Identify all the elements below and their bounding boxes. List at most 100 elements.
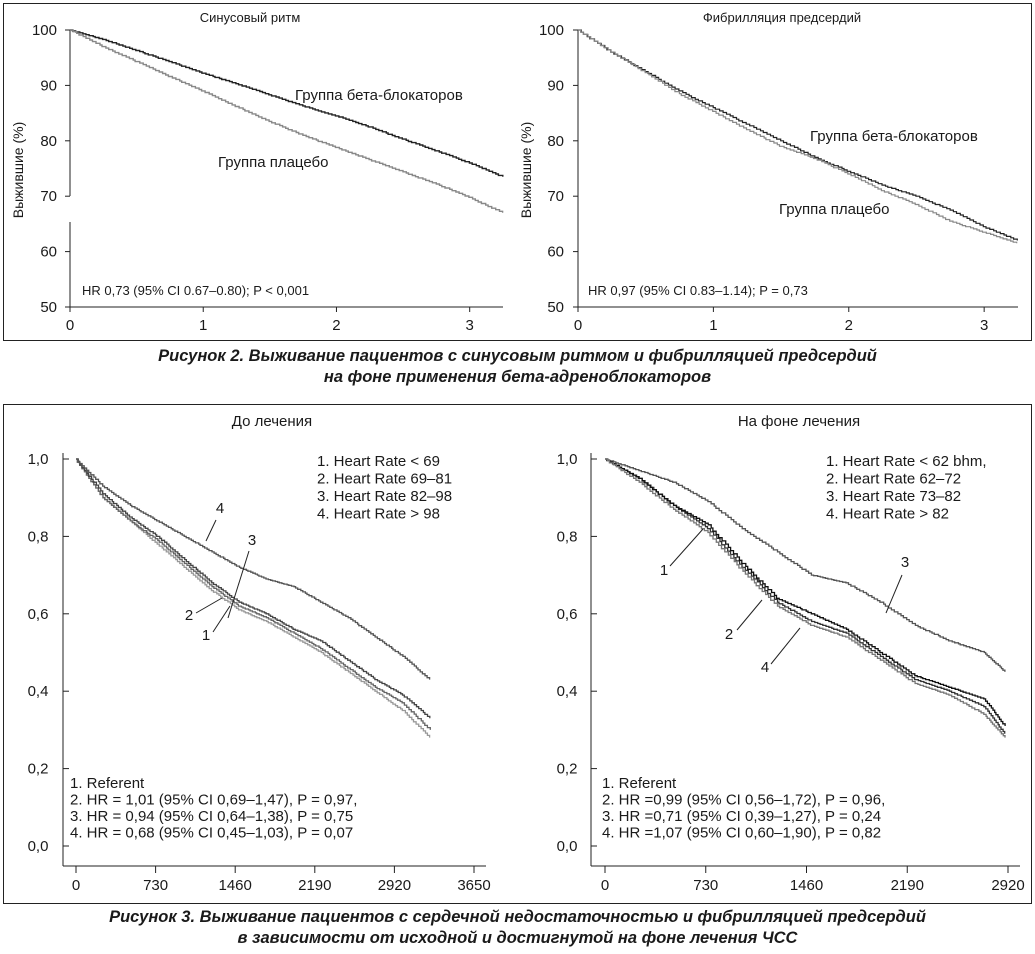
fig2-sinus-y-tick-label: 100 <box>32 22 57 39</box>
fig2-sinus-y-tick-label: 50 <box>40 299 57 316</box>
fig3-during-y-tick-label: 1,0 <box>557 451 578 468</box>
figure-3-frame <box>3 404 1032 904</box>
fig3-before-stat-line: 4. HR = 0,68 (95% CI 0,45–1,03), P = 0,0… <box>70 825 353 842</box>
fig3-before-y-tick-label: 0,2 <box>28 761 49 778</box>
fig2-af-chart: Фибрилляция предсердий 50 60 70 80 90 100 0 1 2 3 В… <box>518 10 1018 334</box>
fig2-af-series-1-line <box>578 29 1018 241</box>
fig3-during-series-number-label: 4 <box>761 659 769 676</box>
fig3-before-series-number-label: 4 <box>216 500 224 517</box>
fig3-during-x-tick-label: 1460 <box>790 877 823 894</box>
fig3-during-series-number-label: 1 <box>660 562 668 579</box>
fig3-during-pointer-line <box>885 574 903 614</box>
fig3-before-legend-item: 1. Heart Rate < 69 <box>317 453 440 470</box>
fig2-sinus-series-label: Группа бета-блокаторов <box>295 87 463 104</box>
fig3-before-x-tick-label: 2920 <box>378 877 411 894</box>
fig2-sinus-annotation: HR 0,73 (95% CI 0.67–0.80); P < 0,001 <box>82 283 309 298</box>
fig3-during-stat-line: 4. HR =1,07 (95% CI 0,60–1,90), P = 0,82 <box>602 825 881 842</box>
figure-3-caption-line-1: Рисунок 3. Выживание пациентов с сердечн… <box>109 908 926 926</box>
fig3-before-pointer-line <box>212 605 231 633</box>
fig3-during-chart: На фоне лечения 0,0 0,2 0,4 0,6 0,8 1,0 0 730 146… <box>557 413 1025 894</box>
fig2-sinus-x-tick-label: 2 <box>332 317 340 334</box>
fig2-sinus-y-tick-label: 70 <box>40 188 57 205</box>
fig3-before-y-tick-label: 0,6 <box>28 606 49 623</box>
fig3-during-legend-item: 2. Heart Rate 62–72 <box>826 471 961 488</box>
fig3-before-y-tick-label: 0,8 <box>28 528 49 545</box>
fig2-af-annotation: HR 0,97 (95% CI 0.83–1.14); P = 0,73 <box>588 283 808 298</box>
fig3-during-y-tick-label: 0,2 <box>557 761 578 778</box>
fig2-sinus-series-2-line <box>70 29 504 213</box>
fig2-sinus-y-tick-label: 60 <box>40 244 57 261</box>
fig3-before-y-tick-label: 0,0 <box>28 838 49 855</box>
fig2-af-y-axis-label: Выжившие (%) <box>518 122 534 219</box>
fig3-before-series-number-label: 2 <box>185 607 193 624</box>
fig3-during-y-tick-label: 0,0 <box>557 838 578 855</box>
fig3-before-title: До лечения <box>232 413 312 430</box>
fig3-before-series-1-line <box>76 458 431 738</box>
fig3-before-legend-item: 4. Heart Rate > 98 <box>317 506 440 523</box>
fig3-during-series-4-line <box>605 458 1006 738</box>
fig3-during-pointer-line <box>669 528 704 567</box>
fig3-before-pointer-line <box>195 597 223 614</box>
figure-2-caption-line-1: Рисунок 2. Выживание пациентов с синусов… <box>158 347 877 365</box>
fig3-during-x-tick-label: 0 <box>601 877 609 894</box>
fig3-during-legend-item: 3. Heart Rate 73–82 <box>826 488 961 505</box>
fig2-sinus-title: Синусовый ритм <box>200 10 301 25</box>
fig3-during-stat-line: 3. HR =0,71 (95% CI 0,39–1,27), P = 0,24 <box>602 808 881 825</box>
fig3-before-series-number-label: 1 <box>202 627 210 644</box>
fig3-before-stat-line: 3. HR = 0,94 (95% CI 0,64–1,38), P = 0,7… <box>70 808 353 825</box>
fig2-af-y-tick-label: 50 <box>547 299 564 316</box>
fig3-before-pointer-line <box>205 519 217 542</box>
fig3-during-series-3-line <box>605 458 1006 672</box>
fig2-sinus-x-tick-label: 0 <box>66 317 74 334</box>
fig3-during-stat-line: 1. Referent <box>602 775 677 792</box>
fig2-af-series-label: Группа плацебо <box>779 201 889 218</box>
fig3-before-x-tick-label: 0 <box>72 877 80 894</box>
fig2-af-y-tick-label: 60 <box>547 244 564 261</box>
fig3-during-y-tick-label: 0,8 <box>557 528 578 545</box>
fig3-during-legend-item: 4. Heart Rate > 82 <box>826 506 949 523</box>
figure-2-caption: Рисунок 2. Выживание пациентов с синусов… <box>0 346 1035 388</box>
figure-2-caption-line-2: на фоне применения бета-адреноблокаторов <box>323 368 712 386</box>
fig3-before-series-number-label: 3 <box>248 532 256 549</box>
fig3-before-stat-line: 2. HR = 1,01 (95% CI 0,69–1,47), P = 0,9… <box>70 792 357 809</box>
fig3-during-series-number-label: 2 <box>725 626 733 643</box>
fig3-before-stat-line: 1. Referent <box>70 775 145 792</box>
fig3-before-legend-item: 3. Heart Rate 82–98 <box>317 488 452 505</box>
fig3-during-x-tick-label: 2190 <box>891 877 924 894</box>
fig3-during-x-tick-label: 730 <box>693 877 718 894</box>
fig3-during-series-number-label: 3 <box>901 554 909 571</box>
fig2-sinus-y-axis-label: Выжившие (%) <box>10 122 26 219</box>
fig2-af-y-tick-label: 90 <box>547 77 564 94</box>
fig2-af-x-tick-label: 2 <box>845 317 853 334</box>
fig3-during-legend-item: 1. Heart Rate < 62 bhm, <box>826 453 987 470</box>
fig2-af-series-label: Группа бета-блокаторов <box>810 128 978 145</box>
fig2-sinus-x-tick-label: 1 <box>199 317 207 334</box>
fig2-af-series-2-line <box>578 29 1018 244</box>
fig3-before-series-3-line <box>76 458 431 719</box>
fig3-during-y-tick-label: 0,6 <box>557 606 578 623</box>
fig3-during-y-tick-label: 0,4 <box>557 683 578 700</box>
fig2-af-y-tick-label: 80 <box>547 133 564 150</box>
figure-3-caption-line-2: в зависимости от исходной и достигнутой … <box>237 929 798 947</box>
fig3-before-y-tick-label: 0,4 <box>28 683 49 700</box>
fig2-af-x-tick-label: 3 <box>980 317 988 334</box>
fig2-sinus-chart: Синусовый ритм 50 60 70 80 90 100 0 1 2 3 Выжившие … <box>10 10 504 334</box>
fig3-during-pointer-line <box>770 627 801 665</box>
fig3-before-pointer-line <box>227 550 250 619</box>
fig2-af-y-tick-label: 70 <box>547 188 564 205</box>
fig3-during-stat-line: 2. HR =0,99 (95% CI 0,56–1,72), P = 0,96… <box>602 792 885 809</box>
fig2-sinus-x-tick-label: 3 <box>466 317 474 334</box>
fig2-af-title: Фибрилляция предсердий <box>703 10 861 25</box>
fig3-before-legend-item: 2. Heart Rate 69–81 <box>317 471 452 488</box>
fig3-before-x-tick-label: 3650 <box>457 877 490 894</box>
fig3-during-pointer-line <box>736 599 763 631</box>
fig3-before-x-tick-label: 730 <box>143 877 168 894</box>
fig2-sinus-series-label: Группа плацебо <box>218 154 328 171</box>
fig3-before-series-4-line <box>76 458 431 680</box>
fig3-during-series-2-line <box>605 458 1006 726</box>
fig3-before-series-2-line <box>76 458 431 730</box>
fig3-during-x-tick-label: 2920 <box>991 877 1024 894</box>
fig2-af-y-tick-label: 100 <box>539 22 564 39</box>
fig2-af-x-tick-label: 0 <box>574 317 582 334</box>
fig3-before-y-tick-label: 1,0 <box>28 451 49 468</box>
